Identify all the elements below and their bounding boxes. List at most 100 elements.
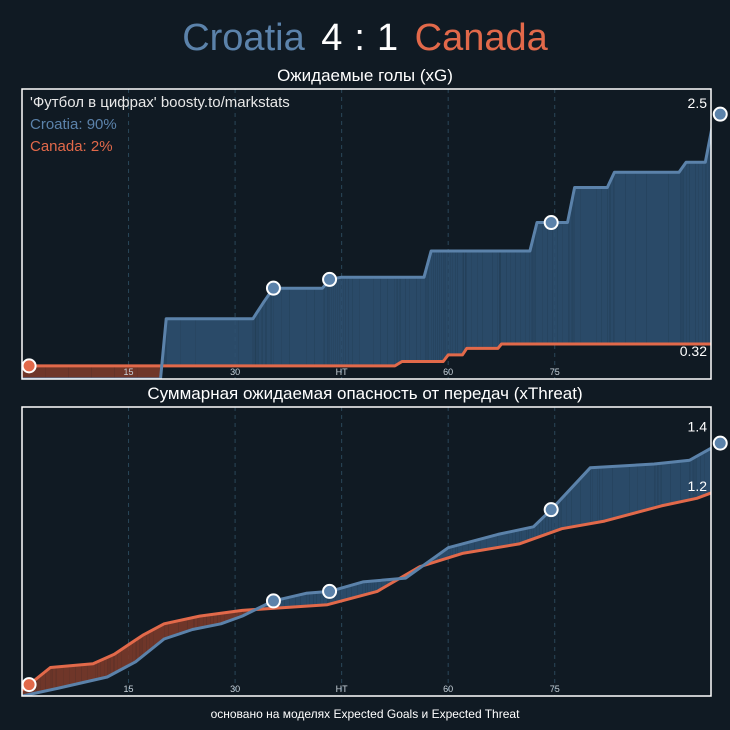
lead-area-segment xyxy=(700,451,705,497)
lead-area-segment xyxy=(520,251,526,344)
lead-area-segment xyxy=(460,543,463,555)
lead-area-segment xyxy=(448,547,451,558)
lead-area-segment xyxy=(637,464,646,513)
lead-area-segment xyxy=(542,222,548,344)
lead-area-segment xyxy=(273,288,282,366)
lead-area-segment xyxy=(427,259,429,362)
lead-area-segment xyxy=(680,168,682,344)
lead-area-segment xyxy=(265,297,267,366)
lead-area-segment xyxy=(113,654,115,674)
lead-area-segment xyxy=(683,164,685,344)
lead-area-segment xyxy=(465,251,466,351)
lead-area-segment xyxy=(614,172,626,344)
home-final-value-label: 2.5 xyxy=(688,95,708,111)
lead-area-segment xyxy=(576,478,581,527)
lead-area-segment xyxy=(568,210,570,344)
lead-area-segment xyxy=(396,277,398,366)
lead-area-segment xyxy=(443,251,444,362)
lead-area-segment xyxy=(535,222,537,344)
lead-area-segment xyxy=(367,581,371,594)
lead-area-segment xyxy=(625,172,636,344)
lead-area-segment xyxy=(599,467,603,522)
lead-area-segment xyxy=(63,665,70,687)
lead-area-segment xyxy=(416,277,421,362)
lead-area-segment xyxy=(585,187,591,344)
source-credit: 'Футбол в цифрах' boosty.to/markstats xyxy=(30,94,290,111)
lead-area-segment xyxy=(348,277,351,366)
lead-area-segment xyxy=(572,193,574,344)
lead-area-segment xyxy=(209,318,224,366)
lead-area-segment xyxy=(723,114,726,344)
lead-area-segment xyxy=(698,162,703,344)
lead-area-segment xyxy=(142,633,147,657)
lead-area-segment xyxy=(52,667,54,690)
lead-area-segment xyxy=(75,664,82,685)
lead-area-segment xyxy=(337,277,340,366)
lead-area-segment xyxy=(610,177,612,344)
panel-frame xyxy=(21,88,712,380)
home-goal-marker xyxy=(265,280,281,296)
lead-area-segment xyxy=(362,581,366,596)
home-goal-marker xyxy=(265,593,281,609)
lead-area-segment xyxy=(335,278,338,366)
lead-area-segment xyxy=(654,463,656,508)
lead-area-segment xyxy=(500,251,501,346)
lead-area-segment xyxy=(136,638,138,661)
lead-area-segment xyxy=(692,162,696,344)
lead-area-segment xyxy=(592,467,595,524)
lead-area-segment xyxy=(597,467,600,523)
lead-area-segment xyxy=(455,545,458,556)
lead-area-segment xyxy=(692,458,694,500)
lead-area-segment xyxy=(468,540,475,553)
lead-area-segment xyxy=(645,464,655,510)
lead-area-segment xyxy=(140,636,142,658)
x-tick-label: 15 xyxy=(124,684,134,694)
home-score: 4 xyxy=(321,17,343,59)
lead-area-segment xyxy=(270,290,272,366)
lead-area-segment xyxy=(195,318,210,366)
lead-area-segment xyxy=(121,647,125,670)
lead-area-segment xyxy=(180,318,196,366)
lead-area-segment xyxy=(450,546,453,558)
lead-area-segment xyxy=(281,288,290,366)
lead-area-segment xyxy=(97,660,101,680)
lead-area-segment xyxy=(394,277,397,366)
home-goal-marker xyxy=(322,271,338,287)
lead-area-segment xyxy=(187,617,193,631)
lead-area-segment xyxy=(110,655,112,676)
lead-area-segment xyxy=(55,667,57,689)
lead-area-segment xyxy=(726,114,729,344)
lead-area-segment xyxy=(499,251,501,347)
home-goal-marker xyxy=(543,215,559,231)
lead-area-segment xyxy=(679,170,681,344)
lead-area-segment xyxy=(380,277,388,366)
lead-area-segment xyxy=(252,317,254,366)
lead-area-segment xyxy=(102,658,105,679)
lead-area-segment xyxy=(552,222,558,344)
lead-area-segment xyxy=(420,277,424,362)
lead-area-segment xyxy=(314,288,323,366)
lead-area-segment xyxy=(413,277,417,362)
away-score: 1 xyxy=(376,17,399,59)
lead-area-segment xyxy=(534,227,536,344)
lead-area-segment xyxy=(566,488,572,528)
lead-area-segment xyxy=(704,449,709,496)
lead-area-segment xyxy=(114,651,118,674)
lead-area-segment xyxy=(268,292,271,366)
lead-area-segment xyxy=(192,617,194,630)
lead-area-segment xyxy=(635,172,647,344)
lead-area-segment xyxy=(580,472,586,526)
lead-area-segment xyxy=(402,277,406,362)
footer-note: основано на моделях Expected Goals и Exp… xyxy=(210,707,520,721)
away-team-name: Canada xyxy=(414,17,548,59)
lead-area-segment xyxy=(463,251,464,354)
lead-area-segment xyxy=(721,114,724,344)
lead-area-segment xyxy=(712,445,716,492)
lead-area-segment xyxy=(702,162,706,344)
lead-area-segment xyxy=(341,277,344,366)
lead-area-segment xyxy=(327,280,329,366)
lead-area-segment xyxy=(217,613,221,625)
lead-area-segment xyxy=(387,277,395,366)
lead-area-segment xyxy=(607,184,609,344)
lead-area-segment xyxy=(261,304,263,366)
